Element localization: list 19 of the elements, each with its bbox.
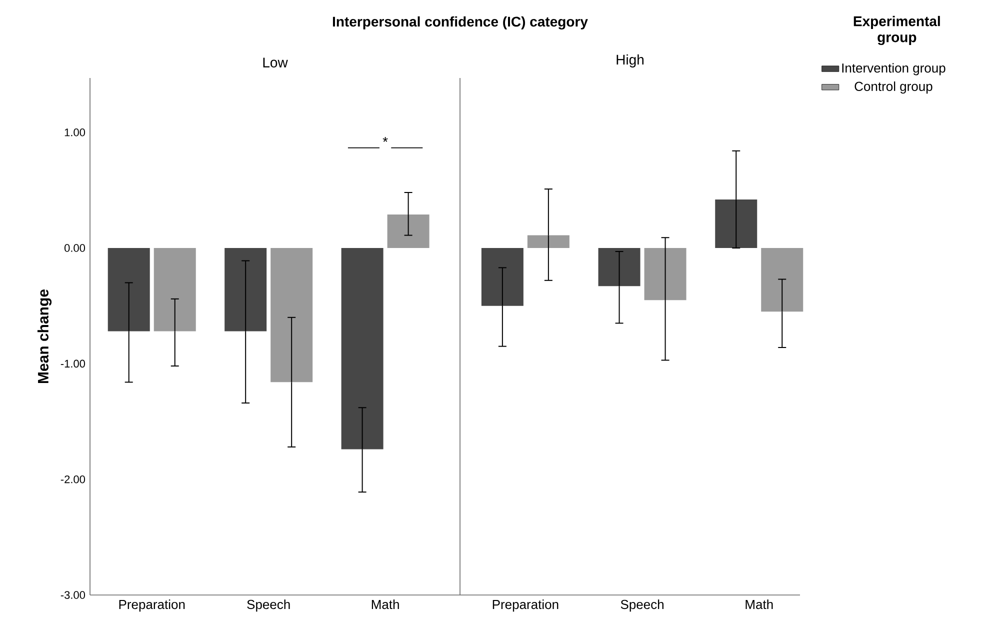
annotation: *	[382, 136, 388, 142]
y-tick-label: 0.00	[64, 244, 86, 252]
y-tick-label: -3.00	[60, 591, 86, 599]
chart-subtitle: High	[616, 54, 644, 68]
y-axis-title: Mean change	[37, 290, 52, 384]
y-tick-label: -1.00	[60, 360, 86, 368]
legend-label: Control group	[854, 81, 932, 94]
chart-title: Interpersonal confidence (IC) category	[332, 16, 588, 30]
chart-subtitle: Low	[263, 58, 288, 68]
legend-label: Intervention group	[842, 63, 946, 76]
y-tick-label: -2.00	[60, 475, 86, 484]
legend-title: Experimental group	[854, 16, 940, 46]
x-tick-label: Preparation	[492, 600, 558, 612]
x-tick-label: Preparation	[119, 600, 185, 612]
x-tick-label: Speech	[247, 600, 290, 612]
x-tick-label: Math	[372, 600, 399, 610]
x-tick-label: Math	[746, 600, 773, 610]
y-tick-label: 1.00	[64, 128, 86, 136]
x-tick-label: Speech	[620, 600, 664, 612]
